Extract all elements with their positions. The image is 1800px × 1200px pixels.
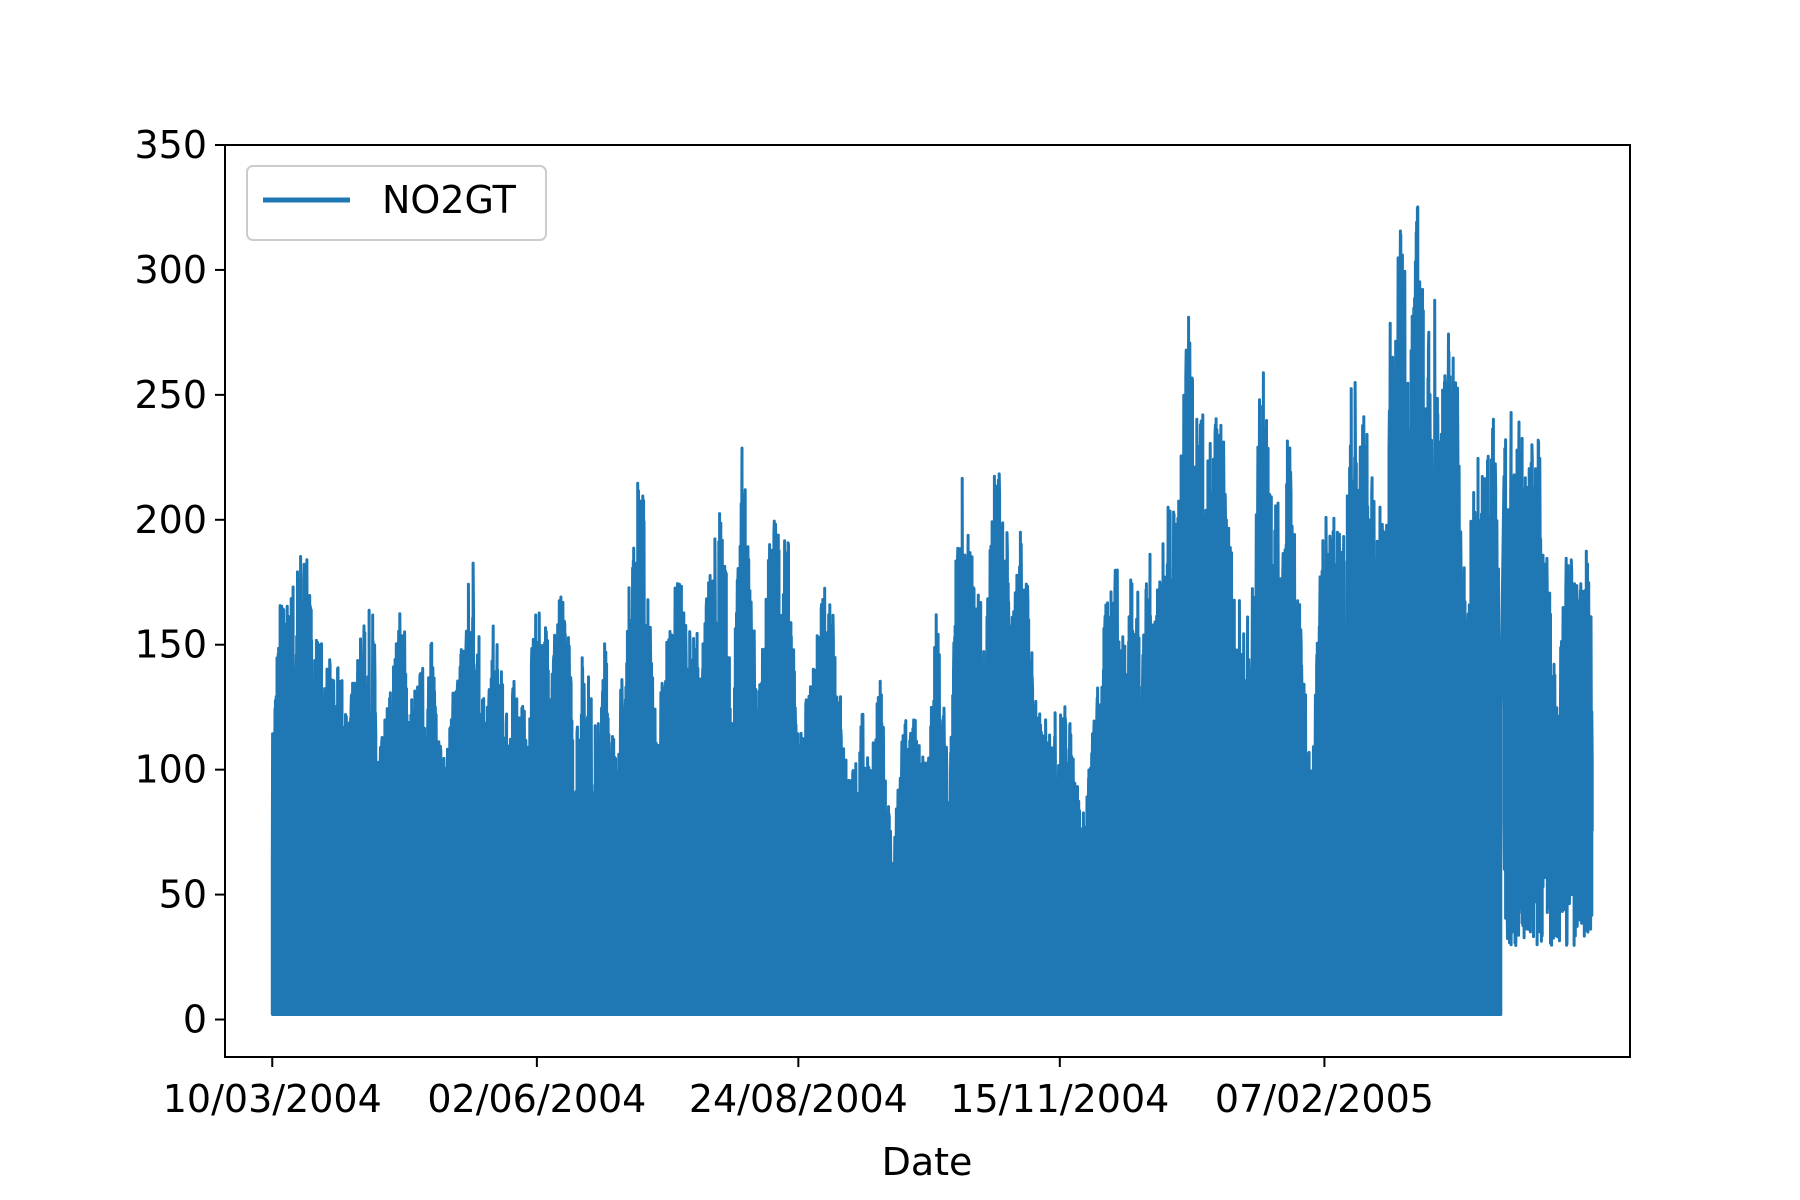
y-tick-label-4: 200 [134,498,207,542]
x-tick-label-2: 24/08/2004 [689,1077,908,1121]
y-tick-label-0: 0 [183,998,207,1042]
legend: NO2GT [246,165,547,241]
axes-frame [224,144,1631,1058]
y-axis: 0 50 100 150 200 250 300 350 [134,123,225,1042]
y-tick-label-2: 100 [134,748,207,792]
series-line-no2gt [270,205,1594,1016]
legend-label-no2gt: NO2GT [382,178,517,222]
x-axis-label: Date [882,1140,973,1184]
y-tick-label-3: 150 [134,623,207,667]
series-layer [270,205,1594,1016]
x-tick-label-4: 07/02/2005 [1215,1077,1434,1121]
y-tick-label-6: 300 [134,248,207,292]
x-tick-label-3: 15/11/2004 [950,1077,1169,1121]
x-tick-label-0: 10/03/2004 [163,1077,382,1121]
y-tick-label-5: 250 [134,373,207,417]
y-tick-label-1: 50 [159,873,207,917]
y-tick-label-7: 350 [134,123,207,167]
x-axis: 10/03/2004 02/06/2004 24/08/2004 15/11/2004… [163,1057,1434,1121]
legend-box [246,165,547,241]
x-tick-label-1: 02/06/2004 [427,1077,646,1121]
